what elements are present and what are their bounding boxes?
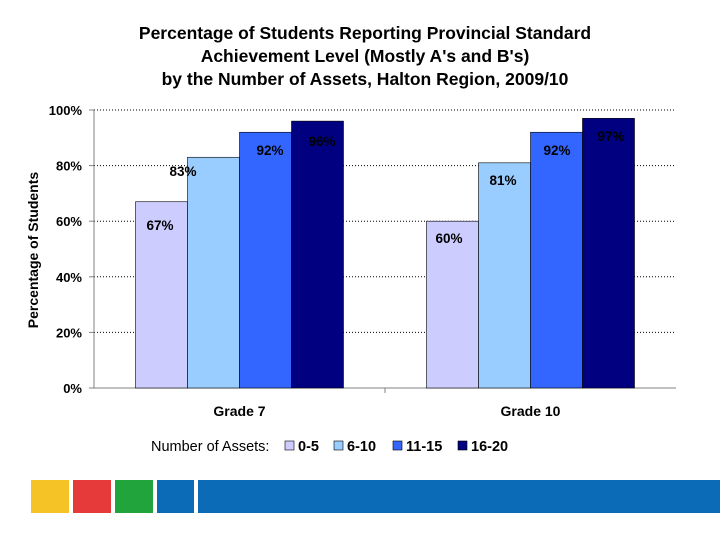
legend-label-0-5: 0-5 <box>298 439 319 455</box>
legend-swatch-0-5 <box>284 440 295 451</box>
chart-title-line-2: Achievement Level (Mostly A's and B's) <box>200 46 530 66</box>
data-label: 67% <box>146 218 173 233</box>
source-text: Halton Youth Survey <box>587 456 683 468</box>
x-tick-label: Grade 7 <box>213 403 265 419</box>
y-tick-label: 40% <box>56 270 82 285</box>
data-label: 83% <box>169 164 196 179</box>
footer-color-bar <box>0 480 720 513</box>
source-label: Source: <box>548 456 585 468</box>
source-year: 2009/10 <box>548 470 586 482</box>
bar-11-15-grade-10 <box>530 131 583 389</box>
data-label: 96% <box>308 134 335 149</box>
bar-chart: 0% 20% 40% 60% 80% 100% Percentage of Students… <box>25 103 676 455</box>
data-label: 81% <box>489 173 516 188</box>
x-tick-label: Grade 10 <box>501 403 561 419</box>
y-tick-label: 100% <box>49 103 83 118</box>
y-tick-label: 20% <box>56 325 82 340</box>
footer-block-yellow <box>31 480 69 513</box>
data-label: 92% <box>256 143 283 158</box>
bar-16-20-grade-10 <box>582 118 635 389</box>
source-note: Source: Halton Youth Survey 2009/10 <box>548 455 682 483</box>
footer-block-green <box>115 480 153 513</box>
data-label: 60% <box>435 231 462 246</box>
footer-block-blue-wide <box>198 480 720 513</box>
bar-0-5-grade-10 <box>426 220 479 389</box>
legend-label-6-10: 6-10 <box>347 439 376 455</box>
legend-label-16-20: 16-20 <box>471 439 508 455</box>
bar-11-15-grade-7 <box>239 131 292 389</box>
data-label: 97% <box>597 129 624 144</box>
legend-swatch-11-15 <box>392 440 403 451</box>
legend-swatch-6-10 <box>333 440 344 451</box>
bar-6-10-grade-7 <box>187 156 240 389</box>
chart-title-line-3: by the Number of Assets, Halton Region, … <box>161 69 569 89</box>
y-tick-label: 60% <box>56 214 82 229</box>
y-axis-title: Percentage of Students <box>25 172 41 329</box>
chart-title-line-1: Percentage of Students Reporting Provinc… <box>138 23 592 43</box>
bar-6-10-grade-10 <box>478 162 531 389</box>
bar-0-5-grade-7 <box>135 201 188 389</box>
legend-title: Number of Assets: <box>151 439 269 455</box>
data-label: 92% <box>543 143 570 158</box>
chart-title: Percentage of Students Reporting Provinc… <box>60 22 670 91</box>
legend-label-11-15: 11-15 <box>406 439 442 455</box>
bar-16-20-grade-7 <box>291 120 344 389</box>
footer-block-red <box>73 480 111 513</box>
y-tick-label: 80% <box>56 159 82 174</box>
footer-block-blue <box>157 480 194 513</box>
legend-swatch-16-20 <box>457 440 468 451</box>
y-tick-label: 0% <box>63 381 82 396</box>
